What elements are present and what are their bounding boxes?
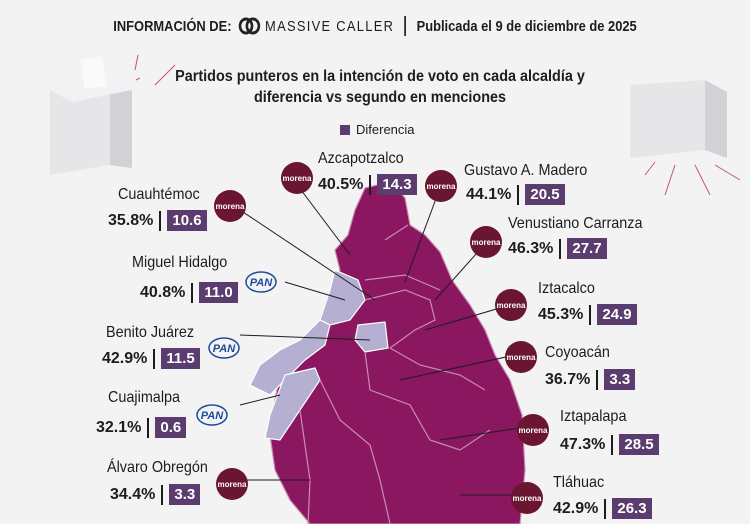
percent-value: 32.1%: [96, 418, 142, 436]
morena-logo-icon: morena: [214, 190, 246, 222]
alcaldia-values-gustavo-a-madero: 44.1% 20.5: [466, 184, 565, 205]
legend-label: Diferencia: [356, 122, 415, 137]
alcaldia-values-azcapotzalco: 40.5% 14.3: [318, 174, 417, 195]
percent-value: 47.3%: [560, 435, 606, 453]
alcaldia-name-gustavo-a-madero: Gustavo A. Madero: [464, 162, 588, 179]
value-divider: [369, 174, 372, 195]
percent-value: 42.9%: [553, 499, 599, 517]
morena-logo-icon: morena: [511, 482, 543, 514]
alcaldia-values-cuauhtemoc: 35.8% 10.6: [108, 210, 207, 231]
percent-value: 42.9%: [102, 349, 148, 367]
morena-logo-icon: morena: [425, 170, 457, 202]
legend: Diferencia: [340, 122, 415, 137]
ballot-box-right-icon: [630, 80, 741, 196]
value-divider: [191, 282, 194, 303]
percent-value: 40.5%: [318, 175, 364, 193]
difference-value: 11.5: [161, 348, 200, 369]
alcaldia-values-coyoacan: 36.7% 3.3: [545, 369, 636, 390]
percent-value: 34.4%: [110, 485, 156, 503]
value-divider: [559, 238, 562, 259]
difference-value: 0.6: [155, 417, 187, 438]
value-divider: [611, 434, 614, 455]
ballot-box-left-icon: [50, 54, 140, 175]
value-divider: [604, 498, 607, 519]
header-divider: [404, 16, 407, 36]
pan-logo-icon: PAN: [208, 336, 240, 360]
legend-swatch: [340, 124, 350, 135]
alcaldia-name-iztacalco: Iztacalco: [538, 280, 595, 297]
value-divider: [517, 184, 520, 205]
difference-value: 27.7: [567, 238, 607, 259]
morena-logo-icon: morena: [281, 162, 313, 194]
alcaldia-values-benito-juarez: 42.9% 11.5: [102, 348, 200, 369]
alcaldia-values-alvaro-obregon: 34.4% 3.3: [110, 484, 201, 505]
morena-logo-icon: morena: [517, 414, 549, 446]
morena-logo-icon: morena: [495, 289, 527, 321]
morena-logo-icon: morena: [216, 468, 248, 500]
alcaldia-name-cuauhtemoc: Cuauhtémoc: [118, 186, 200, 203]
value-divider: [159, 210, 162, 231]
map-region-benito-juarez: [354, 321, 389, 353]
value-divider: [589, 304, 592, 325]
brand-logo: MASSIVE CALLER: [238, 16, 394, 36]
source-header: INFORMACIÓN DE: MASSIVE CALLER Publicada…: [53, 16, 698, 36]
percent-value: 45.3%: [538, 305, 584, 323]
morena-logo-icon: morena: [505, 341, 537, 373]
percent-value: 40.8%: [140, 283, 186, 301]
alcaldia-values-cuajimalpa: 32.1% 0.6: [96, 417, 187, 438]
value-divider: [596, 369, 599, 390]
difference-value: 3.3: [169, 484, 201, 505]
alcaldia-name-cuajimalpa: Cuajimalpa: [108, 389, 181, 406]
cdmx-map: [249, 181, 526, 524]
sparkle-lines-icon: [154, 64, 176, 86]
percent-value: 36.7%: [545, 370, 591, 388]
pan-logo-icon: PAN: [245, 270, 277, 294]
difference-value: 10.6: [167, 210, 207, 231]
svg-text:PAN: PAN: [213, 343, 236, 355]
difference-value: 14.3: [377, 174, 417, 195]
alcaldia-name-iztapalapa: Iztapalapa: [560, 408, 627, 425]
map-region-alvaro-obregon-pan: [264, 367, 321, 441]
difference-value: 26.3: [612, 498, 652, 519]
alcaldia-name-venustiano-carranza: Venustiano Carranza: [508, 215, 643, 232]
published-date: Publicada el 9 de diciembre de 2025: [416, 17, 637, 35]
alcaldia-values-tlahuac: 42.9% 26.3: [553, 498, 652, 519]
alcaldia-name-tlahuac: Tláhuac: [553, 474, 605, 491]
pan-logo-icon: PAN: [196, 403, 228, 427]
difference-value: 3.3: [604, 369, 636, 390]
percent-value: 44.1%: [466, 185, 512, 203]
alcaldia-name-benito-juarez: Benito Juárez: [106, 324, 195, 341]
alcaldia-values-venustiano-carranza: 46.3% 27.7: [508, 238, 607, 259]
alcaldia-name-azcapotzalco: Azcapotzalco: [318, 150, 404, 167]
alcaldia-name-miguel-hidalgo: Miguel Hidalgo: [132, 254, 228, 271]
value-divider: [147, 417, 150, 438]
difference-value: 24.9: [597, 304, 637, 325]
massive-caller-icon: [238, 17, 261, 35]
svg-text:PAN: PAN: [201, 410, 224, 422]
alcaldia-values-iztapalapa: 47.3% 28.5: [560, 434, 659, 455]
alcaldia-values-miguel-hidalgo: 40.8% 11.0: [140, 282, 238, 303]
value-divider: [153, 348, 156, 369]
alcaldia-name-alvaro-obregon: Álvaro Obregón: [107, 459, 208, 476]
value-divider: [161, 484, 164, 505]
percent-value: 46.3%: [508, 239, 554, 257]
difference-value: 28.5: [619, 434, 659, 455]
svg-text:PAN: PAN: [250, 277, 273, 289]
percent-value: 35.8%: [108, 211, 154, 229]
info-label: INFORMACIÓN DE:: [113, 17, 232, 35]
alcaldia-values-iztacalco: 45.3% 24.9: [538, 304, 637, 325]
morena-logo-icon: morena: [470, 226, 502, 258]
chart-title: Partidos punteros en la intención de vot…: [175, 68, 585, 106]
alcaldia-name-coyoacan: Coyoacán: [545, 344, 610, 361]
difference-value: 11.0: [199, 282, 238, 303]
difference-value: 20.5: [525, 184, 565, 205]
brand-name: MASSIVE CALLER: [265, 17, 395, 35]
